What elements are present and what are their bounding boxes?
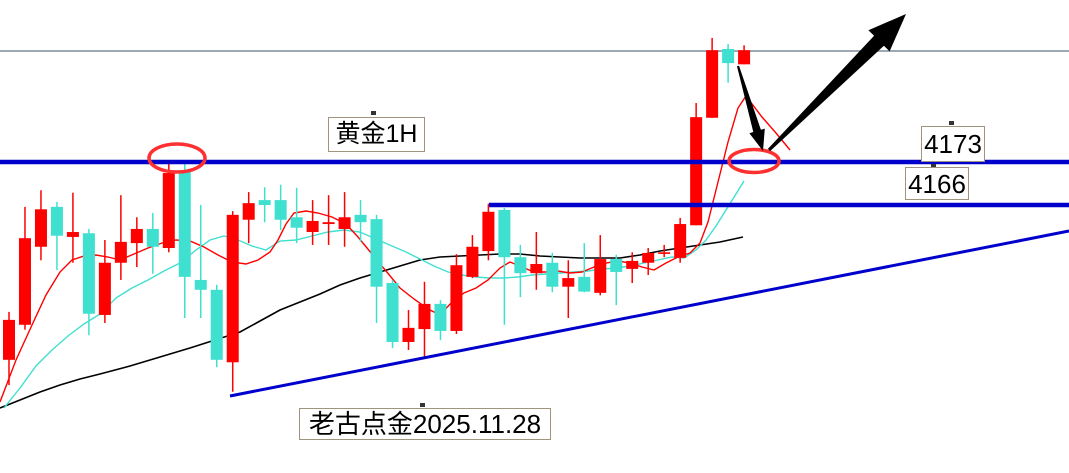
drawn-lines-layer	[0, 159, 1069, 398]
anchor-dot-4166-label	[931, 164, 936, 167]
symbol-timeframe-label[interactable]: 黄金1H	[328, 117, 425, 152]
candle-body-down	[610, 259, 623, 272]
candle-body-down	[578, 276, 591, 292]
candle-body-up	[738, 50, 751, 65]
candle-body-up	[562, 278, 575, 287]
candle-body-up	[242, 203, 255, 220]
symbol-timeframe-text: 黄金1H	[335, 120, 418, 148]
candle-body-up	[322, 222, 335, 225]
candle-body-up	[642, 252, 655, 263]
candle-body-down	[178, 171, 191, 277]
price-level-text-4173: 4173	[924, 129, 982, 159]
annotation-objects	[147, 14, 954, 407]
candle-body-down	[370, 219, 383, 287]
candle-body-down	[354, 214, 367, 223]
candle-body-up	[66, 232, 79, 237]
candle-body-down	[722, 48, 735, 64]
price-level-label-4166[interactable]: 4166	[905, 167, 969, 200]
watermark-text: 老古点金2025.11.28	[308, 409, 542, 439]
candle-body-down	[50, 206, 63, 236]
candle-body-down	[210, 289, 223, 360]
candle-body-up	[98, 262, 111, 315]
watermark-label[interactable]: 老古点金2025.11.28	[299, 408, 551, 440]
candle-body-up	[114, 241, 127, 263]
ma-slow-black	[0, 236, 744, 409]
highlight-ellipse-right[interactable]	[727, 147, 781, 175]
candle-body-up	[530, 263, 543, 274]
pullback-arrow[interactable]	[737, 65, 765, 151]
candle-body-down	[274, 200, 287, 220]
highlight-ellipse-left[interactable]	[147, 142, 207, 174]
candle-body-up	[306, 220, 319, 233]
anchor-dot-watermark-label	[420, 403, 425, 407]
candle-body-up	[674, 224, 687, 258]
ma-fast-red	[0, 94, 791, 403]
candle-body-up	[482, 211, 495, 252]
candle-body-up	[34, 209, 47, 247]
candle-body-up	[690, 117, 703, 226]
candle-body-up	[162, 173, 175, 249]
candle-body-down	[386, 283, 399, 342]
candle-body-up	[18, 238, 31, 325]
candle-body-up	[3, 319, 15, 360]
candle-body-up	[418, 303, 431, 330]
anchor-dot-symbol-label	[371, 111, 376, 115]
ascending-trendline[interactable]	[229, 229, 1069, 398]
candle-body-down	[290, 217, 303, 228]
candle-body-down	[258, 200, 271, 206]
candle-body-up	[338, 217, 351, 229]
candlesticks-layer	[3, 37, 751, 392]
candle-body-up	[402, 327, 415, 342]
candle-body-down	[82, 233, 95, 314]
candle-body-down	[498, 209, 511, 258]
price-level-text-4166: 4166	[908, 168, 966, 199]
candle-body-up	[130, 228, 143, 244]
breakout-arrow[interactable]	[767, 14, 906, 152]
candle-body-down	[146, 228, 159, 247]
anchor-dot-4173-label	[949, 121, 954, 125]
candle-body-up	[706, 50, 719, 118]
candle-body-up	[466, 246, 479, 277]
candle-body-down	[434, 303, 447, 331]
candle-body-up	[594, 259, 607, 293]
candle-body-down	[546, 262, 559, 287]
price-level-label-4173[interactable]: 4173	[921, 126, 985, 162]
candle-body-up	[226, 214, 239, 363]
candle-body-down	[194, 279, 207, 290]
candle-body-down	[514, 257, 527, 274]
candle-body-up	[450, 265, 463, 331]
candle-body-up	[626, 260, 639, 269]
ma-mid-cyan	[3, 180, 745, 409]
candle-body-up	[658, 252, 671, 254]
